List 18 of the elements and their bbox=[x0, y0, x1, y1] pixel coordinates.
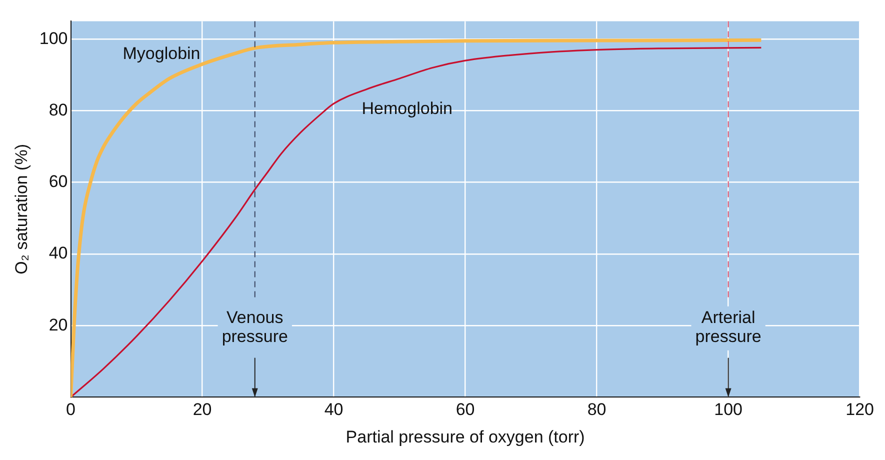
y-axis-title: O₂ saturation (%) bbox=[12, 144, 31, 274]
series-label: Hemoglobin bbox=[362, 99, 453, 118]
y-tick-label: 20 bbox=[48, 315, 68, 334]
ref-line-label: Venous pressure bbox=[222, 308, 288, 346]
x-tick-label: 80 bbox=[587, 400, 606, 420]
series-label: Myoglobin bbox=[122, 44, 200, 63]
y-tick-label: 80 bbox=[48, 100, 68, 120]
ref-line-label: Arterial pressure bbox=[695, 308, 762, 346]
x-tick-label: 0 bbox=[66, 400, 76, 420]
x-tick-label: 40 bbox=[324, 400, 344, 420]
x-tick-label: 20 bbox=[192, 400, 212, 420]
x-axis-title: Partial pressure of oxygen (torr) bbox=[346, 427, 585, 446]
y-tick-label: 100 bbox=[39, 28, 68, 48]
x-tick-label: 120 bbox=[846, 400, 874, 420]
x-tick-label: 60 bbox=[456, 400, 475, 420]
y-tick-label: 40 bbox=[48, 244, 68, 263]
x-tick-label: 100 bbox=[714, 400, 742, 420]
y-tick-label: 60 bbox=[48, 172, 68, 192]
